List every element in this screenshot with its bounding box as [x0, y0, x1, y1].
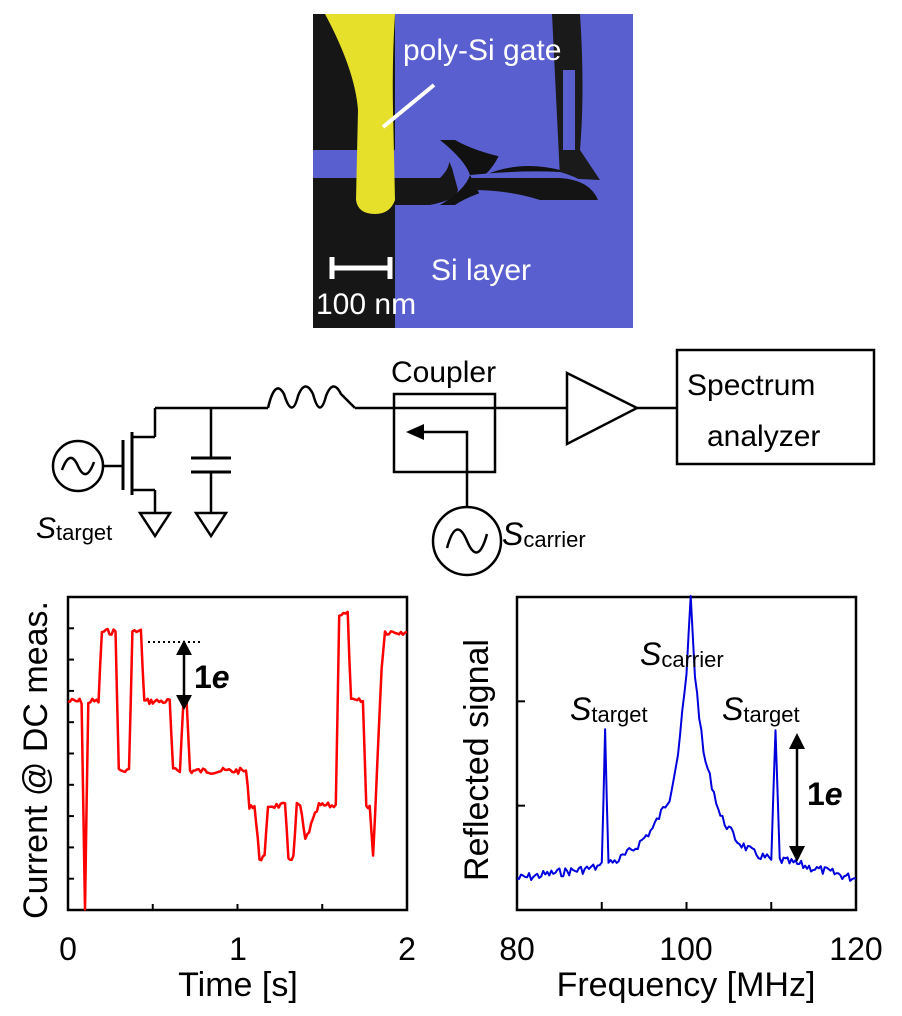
sem-image: poly-Si gate Si layer 100 nm	[313, 14, 633, 328]
spectrum-analyzer-box	[675, 348, 876, 466]
left-xtick-0: 0	[59, 931, 77, 967]
coupler-arrow-head	[406, 424, 424, 440]
left-plot-ticks	[68, 627, 324, 910]
left-target-peak-label: Starget	[570, 691, 648, 727]
right-plot-frame	[515, 595, 858, 912]
amplifier-symbol	[565, 370, 640, 447]
scale-bar	[329, 257, 393, 279]
right-xlabel: Frequency [MHz]	[557, 966, 816, 1004]
right-ylabel: Reflected signal	[458, 639, 496, 881]
gate-pointer-line	[381, 83, 436, 129]
right-target-peak-label: Starget	[722, 691, 800, 727]
right-xtick-100: 100	[659, 931, 712, 967]
right-plot: 1e Scarrier Starget Starget 80 100 120 F…	[458, 595, 883, 1004]
right-plot-trace	[516, 595, 857, 882]
left-ylabel: Current @ DC meas.	[17, 601, 55, 919]
left-xtick-1: 1	[229, 931, 247, 967]
left-annotation: 1e	[194, 659, 230, 695]
coupler-label: Coupler	[391, 356, 496, 389]
analyzer-label-line2: analyzer	[707, 420, 820, 453]
s-target-label: Starget	[36, 512, 112, 545]
gate-label: poly-Si gate	[403, 34, 561, 67]
right-annotation: 1e	[807, 776, 843, 812]
left-plot: 1e 0 1 2 Time [s] Current @ DC meas.	[17, 595, 416, 1004]
carrier-peak-label: Scarrier	[640, 636, 724, 672]
right-xtick-120: 120	[829, 931, 882, 967]
s-carrier-label: Scarrier	[502, 516, 586, 552]
poly-si-gate-shape	[325, 14, 395, 214]
right-xtick-80: 80	[499, 931, 535, 967]
left-xtick-2: 2	[398, 931, 416, 967]
left-xlabel: Time [s]	[178, 966, 298, 1004]
circuit-diagram	[51, 348, 876, 577]
left-plot-trace	[67, 610, 408, 911]
coupler-box	[392, 392, 497, 474]
inductor-symbol	[266, 385, 356, 409]
scale-label: 100 nm	[316, 288, 416, 321]
layer-label: Si layer	[431, 254, 531, 287]
right-plot-ticks	[517, 700, 773, 910]
analyzer-label-line1: Spectrum	[687, 369, 815, 402]
